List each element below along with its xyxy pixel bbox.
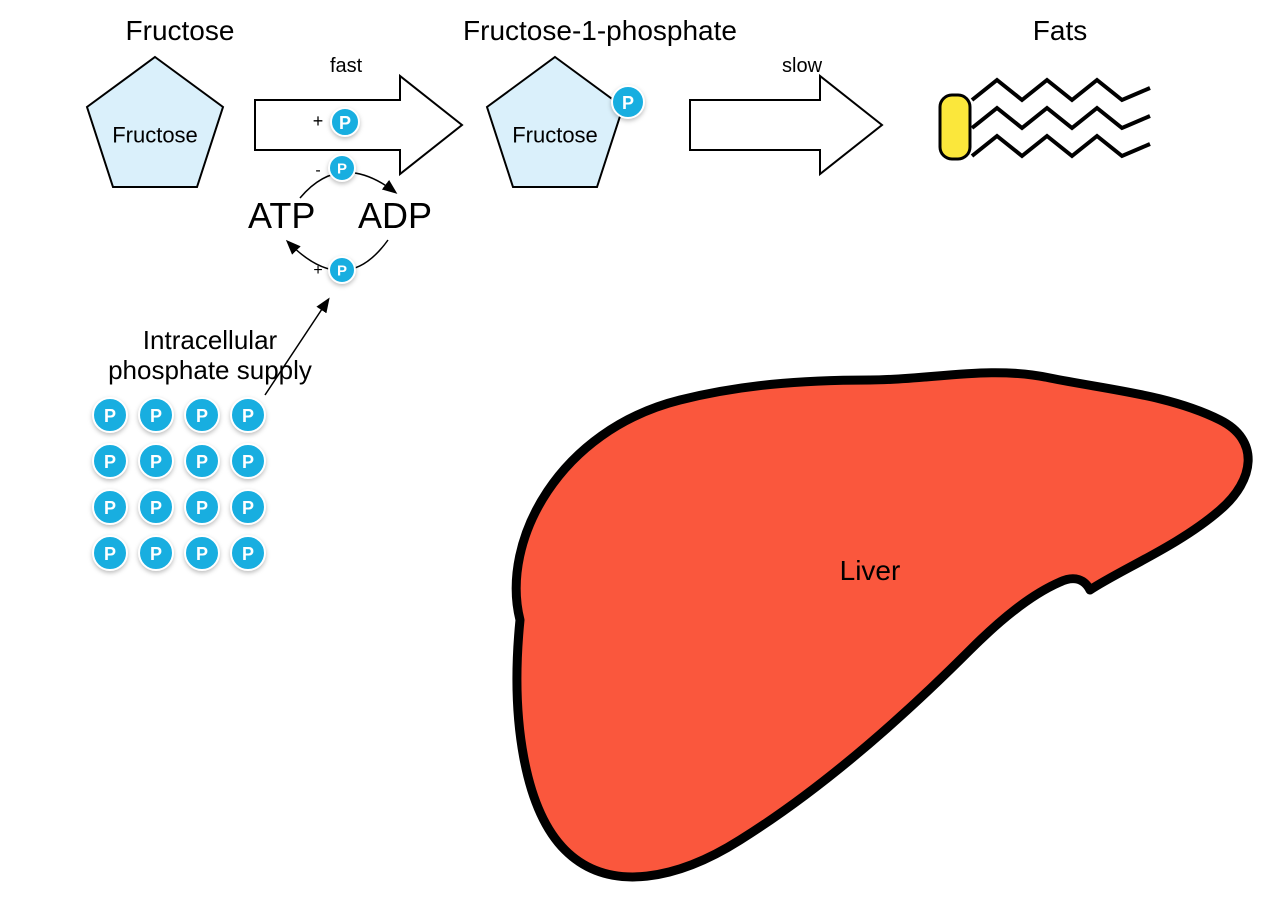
phosphate-icon: P [93,398,127,432]
svg-text:P: P [196,544,208,564]
phosphate-icon: P [185,444,219,478]
phosphate-icon: P [329,257,355,283]
svg-text:P: P [622,93,634,113]
diagram-canvas: Fructose + P Fructose P [0,0,1280,920]
svg-text:P: P [242,452,254,472]
svg-text:P: P [242,406,254,426]
fast-arrow: + P [255,76,462,174]
phosphate-icon: P [231,398,265,432]
svg-text:P: P [150,452,162,472]
phosphate-icon: P [93,490,127,524]
fructose-pentagon-text: Fructose [112,123,198,148]
svg-text:-: - [315,162,320,179]
phosphate-icon: P [329,155,355,181]
svg-text:P: P [337,263,347,280]
phosphate-icon: P [93,444,127,478]
phosphate-icon: P [185,398,219,432]
supply-arrow [265,300,328,395]
svg-text:P: P [339,113,351,133]
phosphate-icon: P [231,536,265,570]
svg-text:P: P [104,406,116,426]
phosphate-icon: P [185,536,219,570]
liver-label: Liver [840,555,901,586]
phosphate-icon: P [139,398,173,432]
liver-shape: Liver [516,373,1248,877]
phosphate-icon: P [231,444,265,478]
phosphate-icon: P [139,490,173,524]
slow-arrow [690,76,882,174]
f1p-pentagon: Fructose P [487,57,644,187]
svg-text:P: P [242,498,254,518]
svg-text:P: P [104,544,116,564]
fructose-pentagon: Fructose [87,57,223,187]
phosphate-icon: P [139,536,173,570]
phosphate-supply-grid: P P P P P P P P P P P P P P P P [93,398,265,570]
svg-text:P: P [150,498,162,518]
svg-text:P: P [104,498,116,518]
svg-text:+: + [313,111,324,131]
atp-adp-cycle: - P + P [288,155,395,283]
phosphate-icon: P [331,108,359,136]
svg-text:+: + [313,262,322,279]
phosphate-icon: P [139,444,173,478]
svg-text:P: P [196,406,208,426]
phosphate-icon: P [93,536,127,570]
svg-text:P: P [196,452,208,472]
svg-text:P: P [150,544,162,564]
svg-text:P: P [104,452,116,472]
phosphate-icon: P [185,490,219,524]
svg-text:P: P [242,544,254,564]
svg-text:P: P [150,406,162,426]
phosphate-icon: P [612,86,644,118]
phosphate-icon: P [231,490,265,524]
svg-text:P: P [337,161,347,178]
svg-text:P: P [196,498,208,518]
fat-molecule-icon [940,80,1150,159]
f1p-pentagon-text: Fructose [512,123,598,148]
